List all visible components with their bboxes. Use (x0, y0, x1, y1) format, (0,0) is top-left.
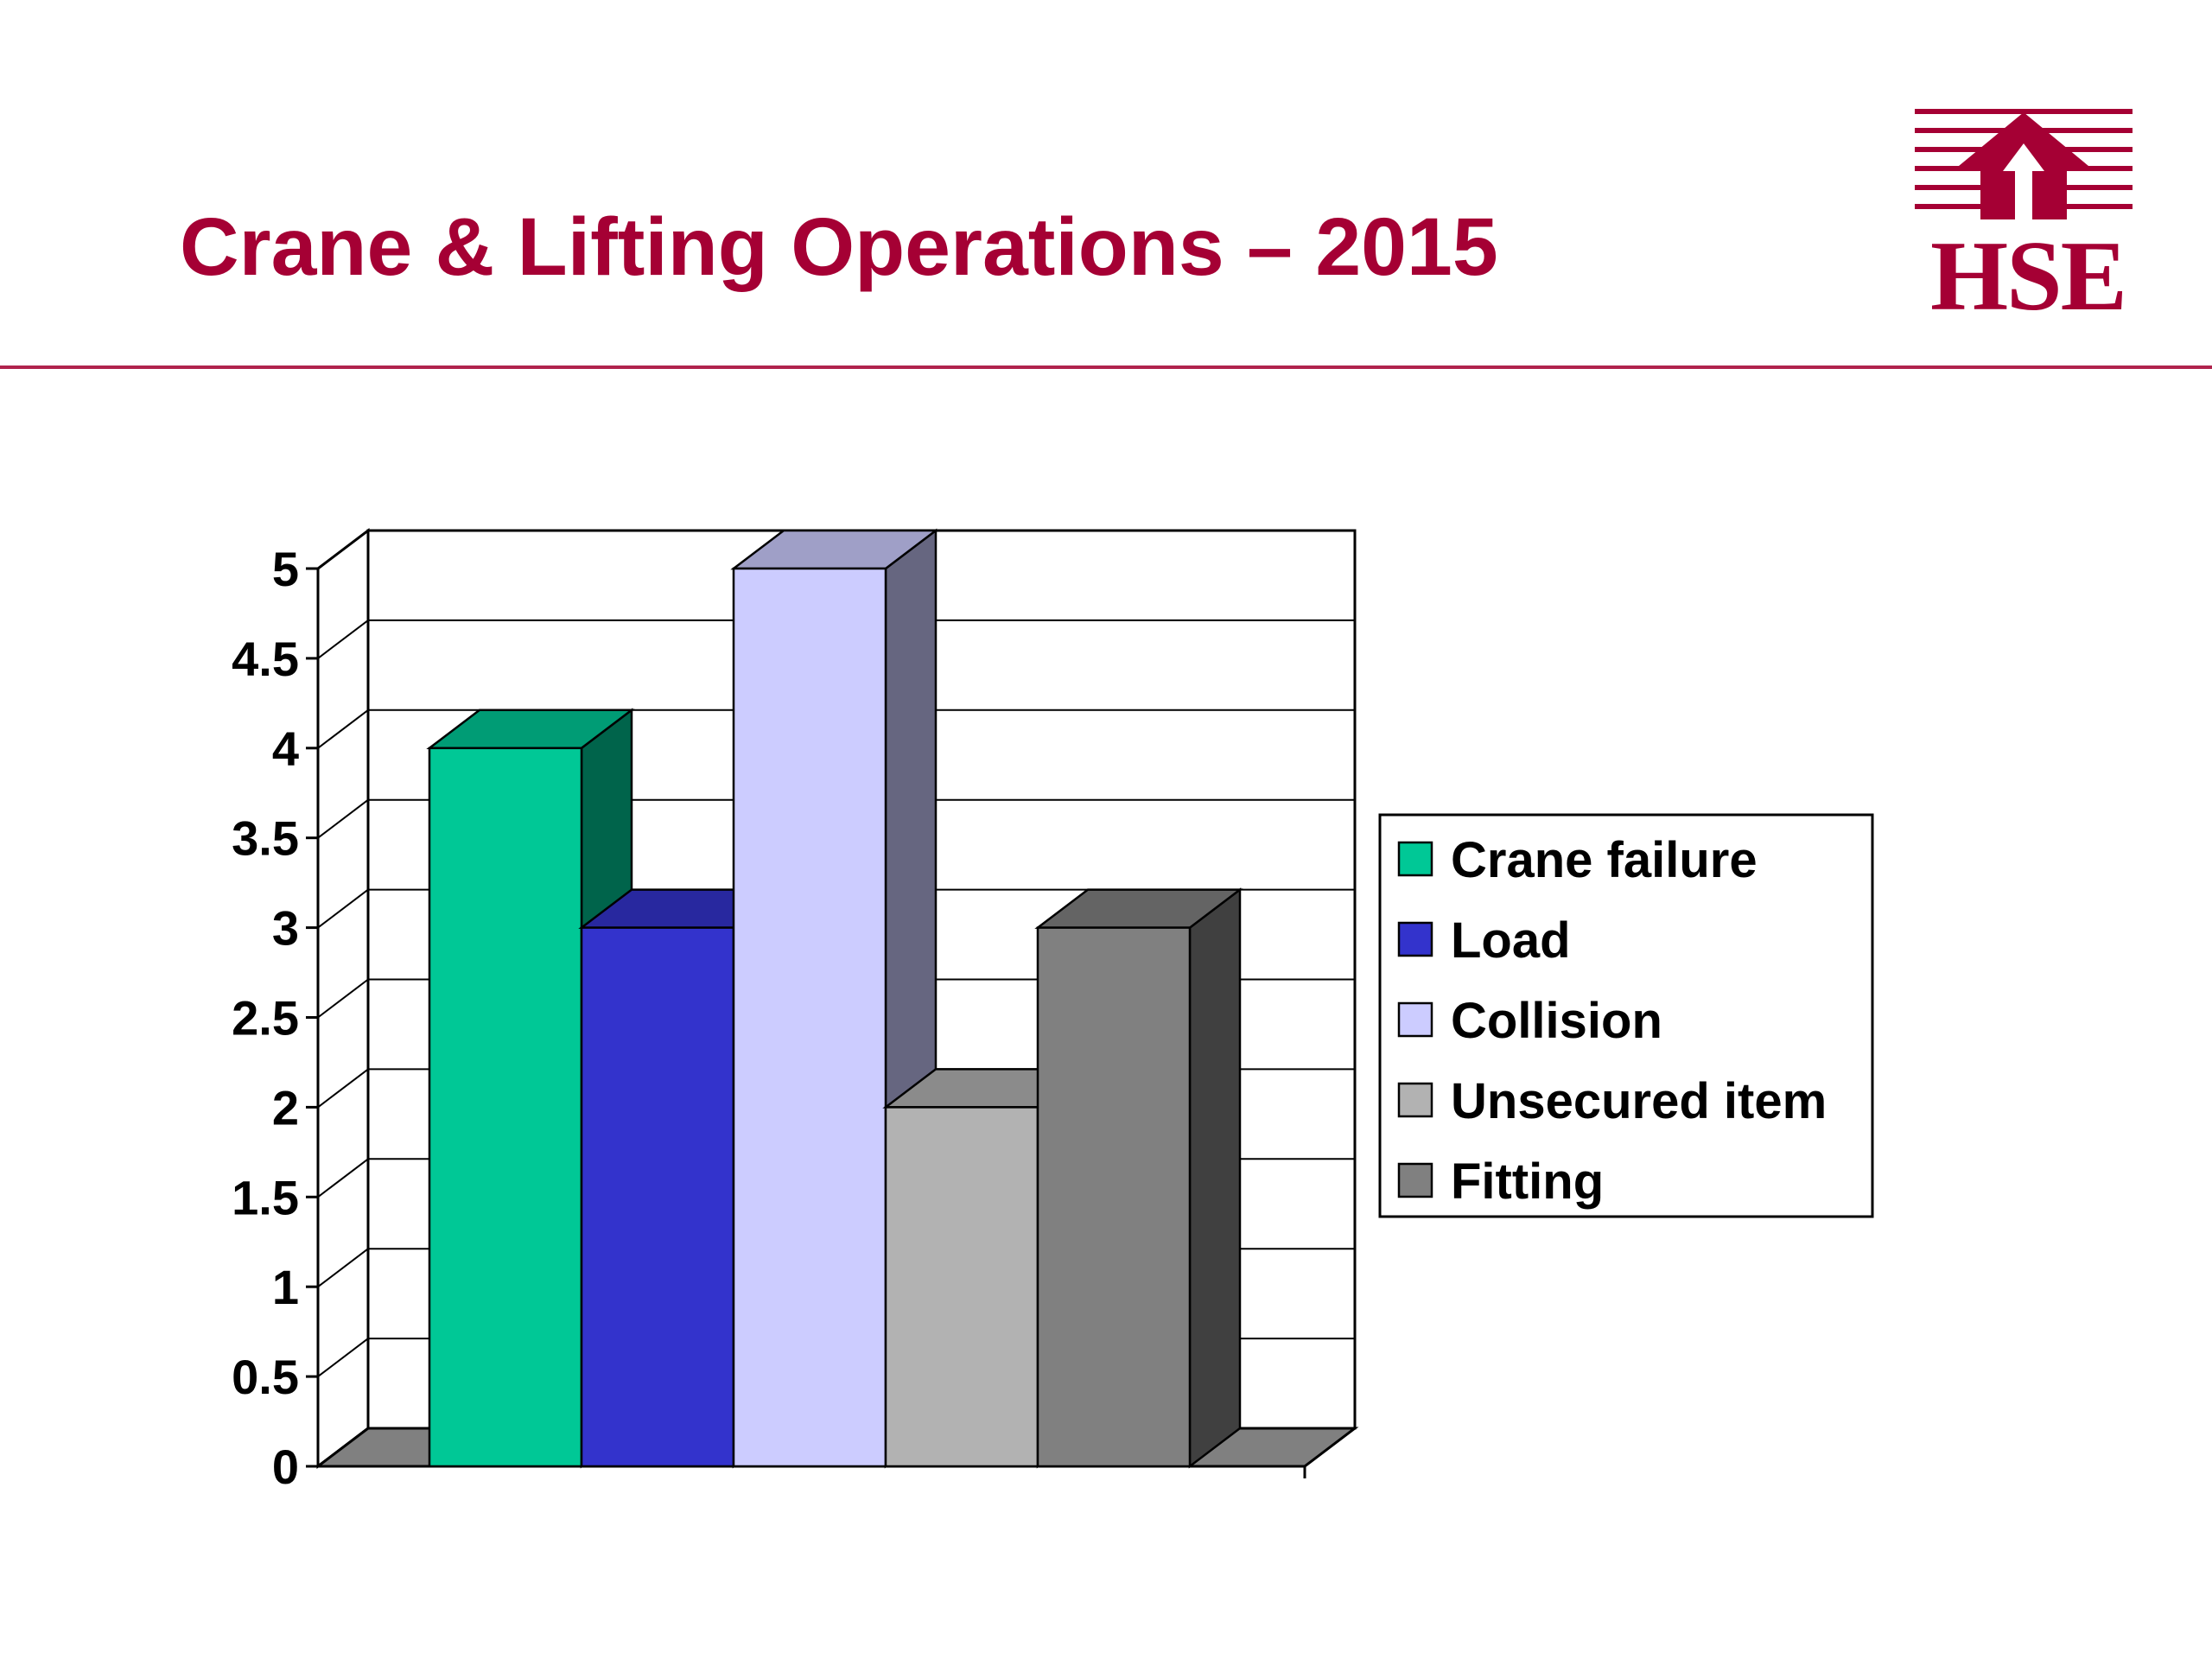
gridline-side (317, 888, 369, 929)
gridline-side (317, 620, 369, 659)
bar (1036, 926, 1192, 1468)
y-tick-label: 4 (272, 721, 299, 776)
legend-label: Load (1451, 912, 1571, 969)
legend-swatch (1397, 1001, 1433, 1038)
y-tick-label: 2 (272, 1080, 299, 1135)
bar (428, 747, 583, 1468)
hse-logo-text: HSE (1929, 221, 2127, 332)
legend-swatch (1397, 1162, 1433, 1198)
y-tick-label: 3.5 (232, 811, 299, 866)
y-tick-label: 0.5 (232, 1350, 299, 1404)
gridline-side (317, 1338, 369, 1377)
y-tick-label: 5 (272, 542, 299, 596)
gridline-side (317, 1158, 369, 1198)
y-tick-label: 1.5 (232, 1170, 299, 1224)
legend-label: Unsecured item (1451, 1073, 1827, 1129)
y-tick-label: 2.5 (232, 991, 299, 1046)
y-tick-label: 4.5 (232, 632, 299, 686)
bar (580, 926, 735, 1468)
legend-swatch (1397, 1082, 1433, 1118)
legend (1378, 813, 1874, 1218)
legend-label: Crane failure (1451, 832, 1758, 888)
y-tick-label: 1 (272, 1260, 299, 1314)
title-divider (0, 365, 2212, 369)
gridline-side (317, 1068, 369, 1109)
gridline-side (317, 798, 369, 839)
gridline-side (317, 1248, 369, 1287)
bar (732, 567, 887, 1468)
hse-logo-icon (1915, 109, 2133, 219)
legend-swatch (1397, 921, 1433, 957)
bar-side (1188, 887, 1242, 1469)
legend-label: Fitting (1451, 1154, 1604, 1210)
y-tick-label: 0 (272, 1440, 299, 1494)
gridline-side (317, 709, 369, 749)
legend-swatch (1397, 841, 1433, 877)
legend-label: Collision (1451, 993, 1662, 1049)
gridline-side (317, 530, 369, 569)
gridline-side (317, 978, 369, 1019)
y-tick-label: 3 (272, 901, 299, 956)
bar (884, 1106, 1039, 1468)
slide-title: Crane & Lifting Operations – 2015 (180, 201, 1498, 293)
